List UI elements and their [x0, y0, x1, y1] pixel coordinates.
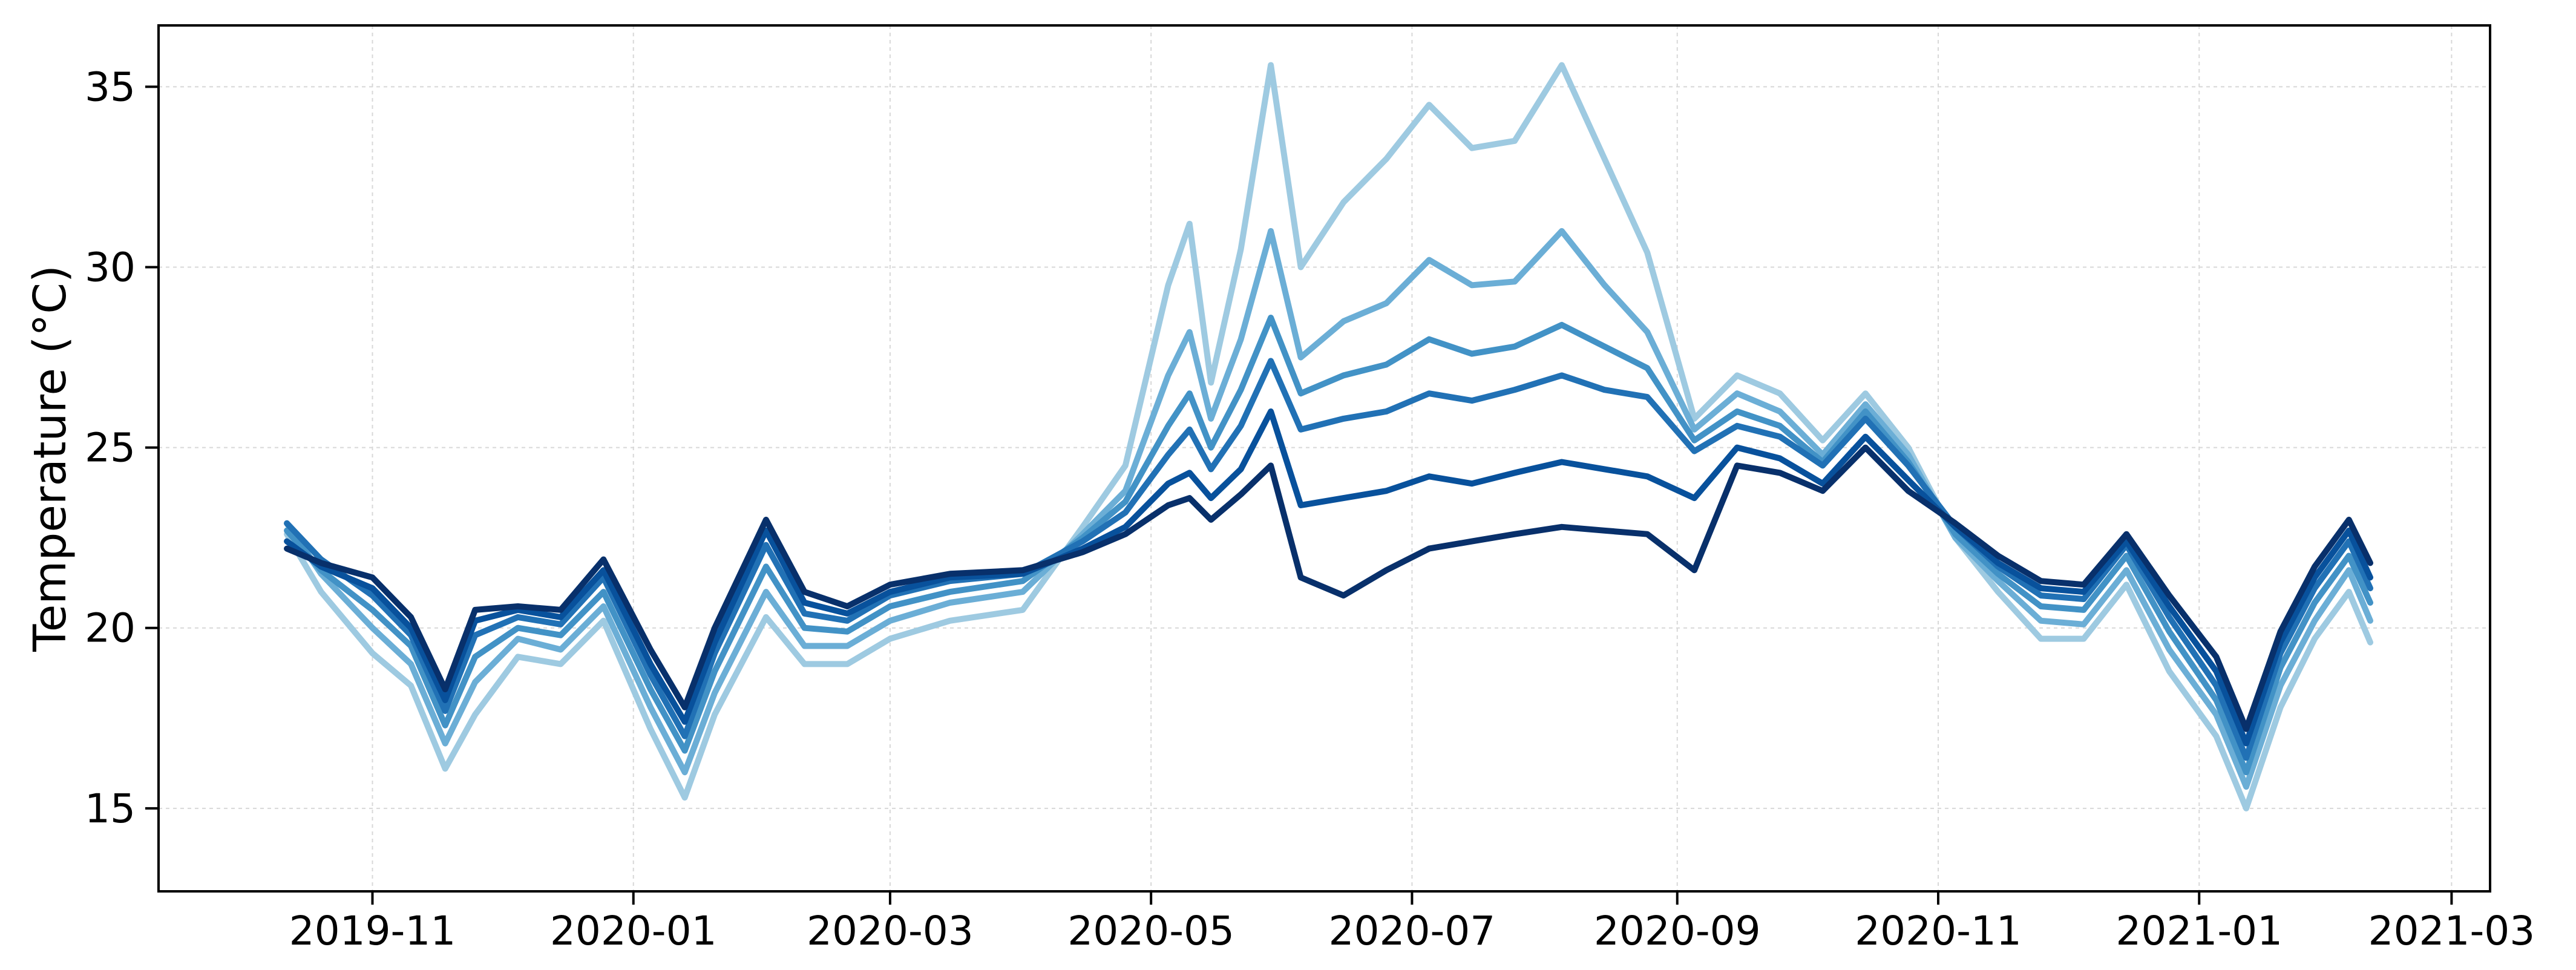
x-tick-label: 2020-09 [1594, 908, 1761, 954]
y-axis: 15 20 25 30 35 [85, 64, 159, 832]
x-axis: 2019-11 2020-01 2020-03 2020-05 2020-07 2020-… [289, 891, 2535, 954]
y-axis-title: Temperature (°C) [24, 265, 76, 652]
y-tick-label: 15 [85, 785, 136, 832]
y-tick-label: 35 [85, 64, 136, 110]
y-tick-label: 30 [85, 244, 136, 290]
x-tick-label: 2019-11 [289, 908, 456, 954]
x-tick-label: 2021-01 [2116, 908, 2283, 954]
grid-layer [159, 25, 2490, 891]
x-tick-label: 2020-11 [1855, 908, 2022, 954]
temperature-series-line-3 [284, 315, 2373, 776]
temperature-series-line-6 [284, 444, 2373, 732]
series-layer [284, 62, 2373, 811]
x-tick-label: 2020-05 [1067, 908, 1234, 954]
temperature-series-line-2 [284, 228, 2373, 790]
x-tick-label: 2020-03 [807, 908, 974, 954]
y-tick-label: 25 [85, 425, 136, 471]
plot-frame [157, 24, 2491, 893]
y-tick-label: 20 [85, 605, 136, 652]
x-tick-label: 2020-01 [550, 908, 717, 954]
temperature-series-line-5 [284, 408, 2373, 747]
x-tick-label: 2021-03 [2368, 908, 2535, 954]
temperature-series-line-4 [284, 358, 2373, 761]
x-tick-label: 2020-07 [1329, 908, 1496, 954]
temperature-series-line-1 [284, 62, 2373, 811]
